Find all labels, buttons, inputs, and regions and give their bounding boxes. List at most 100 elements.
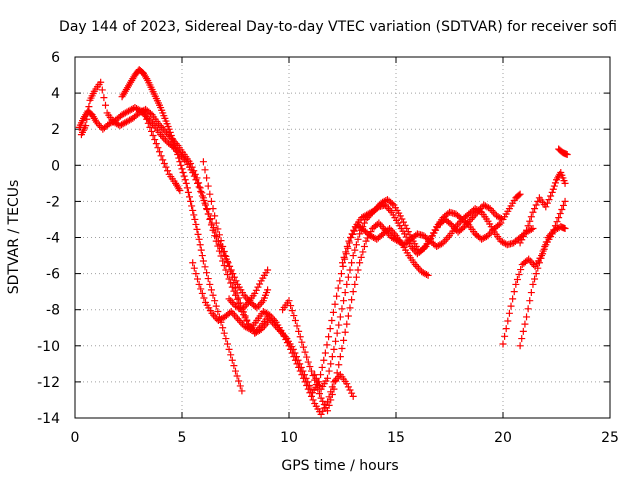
data-point — [214, 308, 222, 316]
data-point — [201, 199, 209, 207]
data-point — [333, 292, 341, 300]
data-point — [553, 218, 561, 226]
data-point — [408, 234, 416, 242]
data-point — [502, 325, 510, 333]
data-point — [345, 237, 353, 245]
data-point — [349, 288, 357, 296]
data-point — [307, 367, 315, 375]
data-point — [199, 194, 207, 202]
data-point — [264, 266, 272, 274]
data-point — [177, 161, 185, 169]
data-point — [349, 392, 357, 400]
data-point — [352, 273, 360, 281]
data-point — [324, 374, 332, 382]
data-point — [351, 280, 359, 288]
data-point — [402, 233, 410, 241]
data-point — [227, 351, 235, 359]
data-point — [404, 228, 412, 236]
series-sat-c — [118, 66, 246, 395]
data-point — [315, 382, 323, 390]
data-point — [207, 286, 215, 294]
data-point — [207, 197, 215, 205]
data-point — [304, 378, 312, 386]
y-tick-label: -2 — [46, 194, 60, 210]
data-point — [146, 109, 154, 117]
data-point — [529, 224, 537, 232]
series-sat-m — [516, 169, 569, 247]
data-point — [550, 226, 558, 234]
data-point — [352, 241, 360, 249]
data-point — [152, 140, 160, 148]
data-point — [299, 343, 307, 351]
data-point — [338, 305, 346, 313]
data-point — [141, 111, 149, 119]
series-sat-l — [516, 197, 569, 350]
data-point — [356, 259, 364, 267]
data-point — [314, 378, 322, 386]
data-point — [198, 189, 206, 197]
data-point — [505, 309, 513, 317]
data-point — [191, 215, 199, 223]
data-point — [146, 123, 154, 131]
data-point — [526, 217, 534, 225]
data-point — [169, 138, 177, 146]
data-point — [211, 212, 219, 220]
data-point — [548, 230, 556, 238]
data-point — [180, 172, 188, 180]
data-point — [215, 231, 223, 239]
data-point — [211, 232, 219, 240]
data-point — [203, 205, 211, 213]
data-point — [252, 286, 260, 294]
data-point — [203, 174, 211, 182]
data-point — [198, 252, 206, 260]
data-point — [315, 390, 323, 398]
data-point — [287, 302, 295, 310]
x-tick-label: 10 — [280, 430, 298, 446]
data-point — [327, 396, 335, 404]
data-point — [319, 397, 327, 405]
x-tick-label: 20 — [494, 430, 512, 446]
data-point — [359, 223, 367, 231]
y-tick-label: 4 — [51, 86, 60, 102]
data-point — [181, 176, 189, 184]
data-point — [501, 332, 509, 340]
data-point — [172, 144, 180, 152]
data-point — [235, 377, 243, 385]
data-point — [523, 226, 531, 234]
data-point — [362, 237, 370, 245]
data-point — [531, 205, 539, 213]
data-point — [190, 264, 198, 272]
y-axis-label: SDTVAR / TECUs — [6, 180, 22, 295]
data-point — [298, 338, 306, 346]
data-point — [531, 275, 539, 283]
data-point — [364, 234, 372, 242]
data-point — [192, 220, 200, 228]
data-point — [346, 266, 354, 274]
data-point — [403, 224, 411, 232]
data-point — [307, 392, 315, 400]
data-point — [225, 262, 233, 270]
data-point — [340, 297, 348, 305]
data-point — [190, 211, 198, 219]
data-point — [187, 197, 195, 205]
data-point — [291, 317, 299, 325]
data-point — [521, 320, 529, 328]
data-point — [220, 247, 228, 255]
data-point — [348, 389, 356, 397]
data-point — [495, 220, 503, 228]
data-point — [209, 205, 217, 213]
data-point — [555, 214, 563, 222]
data-point — [209, 291, 217, 299]
data-point — [349, 252, 357, 260]
data-point — [207, 221, 215, 229]
data-point — [516, 239, 524, 247]
data-point — [327, 360, 335, 368]
y-tick-label: 0 — [51, 158, 60, 174]
data-point — [323, 341, 331, 349]
data-point — [189, 259, 197, 267]
data-point — [510, 288, 518, 296]
data-point — [359, 248, 367, 256]
data-point — [82, 122, 90, 130]
data-point — [290, 312, 298, 320]
data-point — [325, 401, 333, 409]
